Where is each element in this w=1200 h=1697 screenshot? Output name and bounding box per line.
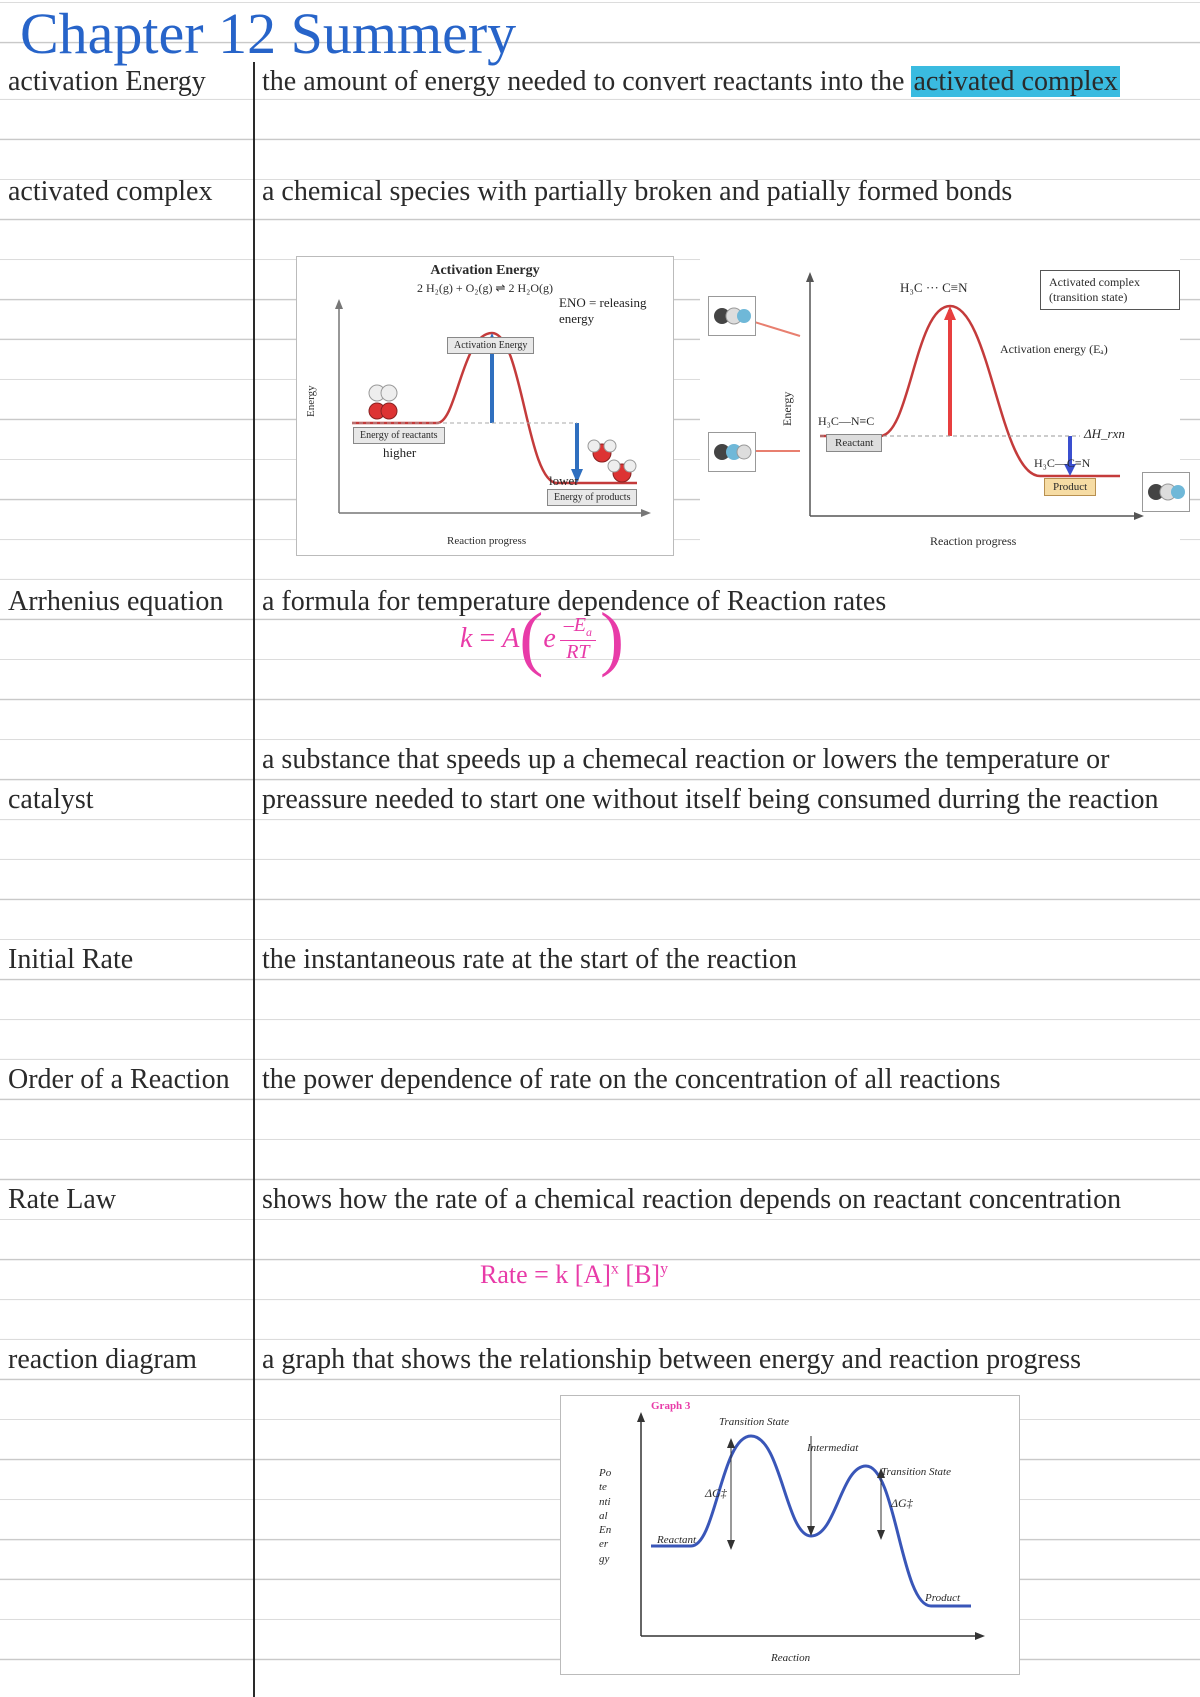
- fig3-ts1: Transition State: [719, 1416, 789, 1428]
- def-initial-rate: the instantaneous rate at the start of t…: [262, 940, 1190, 980]
- fig3-product: Product: [925, 1592, 960, 1604]
- def-activated-complex: a chemical species with partially broken…: [262, 172, 1190, 212]
- term-rate-law: Rate Law: [8, 1180, 248, 1220]
- fig2-mol-reactant-icon: [708, 432, 756, 472]
- def-reaction-diagram: a graph that shows the relationship betw…: [262, 1340, 1190, 1380]
- rate-law-formula: Rate = k [A]x [B]y: [480, 1260, 668, 1290]
- page-title: Chapter 12 Summery: [20, 0, 516, 67]
- arrh-rparen: ): [600, 610, 624, 668]
- fig1-ae-box: Activation Energy: [447, 337, 534, 354]
- fig2-activated-box: Activated complex (transition state): [1040, 270, 1180, 310]
- fig2-mol-complex-icon: [708, 296, 756, 336]
- fig2-product-box: Product: [1044, 478, 1096, 496]
- arrh-k: k: [460, 623, 472, 655]
- arrh-e: e: [543, 623, 555, 655]
- figure-activation-energy-1: Activation Energy 2 H₂(g) + O₂(g) ⇌ 2 H₂…: [296, 256, 674, 556]
- def-text: the amount of energy needed to convert r…: [262, 66, 911, 97]
- term-initial-rate: Initial Rate: [8, 940, 248, 980]
- term-reaction-diagram: reaction diagram: [8, 1340, 248, 1380]
- def-order: the power dependence of rate on the conc…: [262, 1060, 1190, 1100]
- fig2-product-formula: H₃C—C≡N: [1034, 456, 1090, 471]
- fig1-ann-lower: lower: [549, 473, 579, 489]
- def-rate-law: shows how the rate of a chemical reactio…: [262, 1180, 1190, 1220]
- fig2-xaxis: Reaction progress: [930, 534, 1016, 549]
- fig1-products-box: Energy of products: [547, 489, 637, 506]
- fig1-yaxis: Energy: [305, 385, 317, 417]
- term-activation-energy: activation Energy: [8, 62, 248, 102]
- fig3-dg2: ΔG‡: [891, 1496, 913, 1511]
- fig1-ann-endo: ENO = releasing energy: [559, 295, 673, 327]
- fig2-yaxis: Energy: [780, 392, 795, 426]
- fig1-xaxis: Reaction progress: [447, 535, 526, 547]
- arrh-eq-sign: =: [479, 623, 495, 655]
- def-catalyst: a substance that speeds up a chemecal re…: [262, 740, 1190, 820]
- fig1-ann-higher: higher: [383, 445, 416, 461]
- fig1-reactants-box: Energy of reactants: [353, 427, 445, 444]
- fig3-svg: [561, 1396, 1021, 1676]
- fig1-svg: [297, 293, 675, 553]
- fig3-ts2: Transition State: [881, 1466, 951, 1478]
- figure-reaction-diagram: Graph 3 Transition State Intermediat Tra…: [560, 1395, 1020, 1675]
- fig2-reactant-formula: H₃C—N≡C: [818, 414, 874, 429]
- fig3-inter: Intermediat: [807, 1442, 858, 1454]
- fig3-title: Graph 3: [651, 1400, 690, 1412]
- highlight-activated-complex: activated complex: [911, 66, 1119, 97]
- fig3-reactant: Reactant: [657, 1534, 696, 1546]
- term-activated-complex: activated complex: [8, 172, 248, 212]
- arrh-lparen: (: [519, 610, 543, 668]
- arrh-A: A: [502, 623, 519, 655]
- fig3-dg1: ΔG‡: [705, 1486, 727, 1501]
- figure-activation-energy-2: Activated complex (transition state) Act…: [700, 256, 1180, 556]
- fig2-mol-product-icon: [1142, 472, 1190, 512]
- term-catalyst: catalyst: [8, 780, 248, 820]
- fig3-yaxis: Po te nti al En er gy: [599, 1466, 611, 1566]
- term-order: Order of a Reaction: [8, 1060, 248, 1100]
- fig1-title: Activation Energy: [297, 263, 673, 279]
- arrh-exponent: –Ea RT: [560, 614, 596, 664]
- arrhenius-formula: k = A ( e –Ea RT ): [460, 610, 624, 668]
- term-arrhenius: Arrhenius equation: [8, 582, 248, 622]
- def-activation-energy: the amount of energy needed to convert r…: [262, 62, 1190, 102]
- fig2-complex-formula: H₃C ··· C≡N: [900, 280, 967, 296]
- fig2-activation-label: Activation energy (Eₐ): [1000, 342, 1108, 357]
- fig2-dhrxn: ΔH_rxn: [1084, 426, 1125, 442]
- column-divider: [253, 62, 255, 1697]
- fig2-reactant-box: Reactant: [826, 434, 882, 452]
- fig3-xaxis: Reaction: [771, 1652, 810, 1664]
